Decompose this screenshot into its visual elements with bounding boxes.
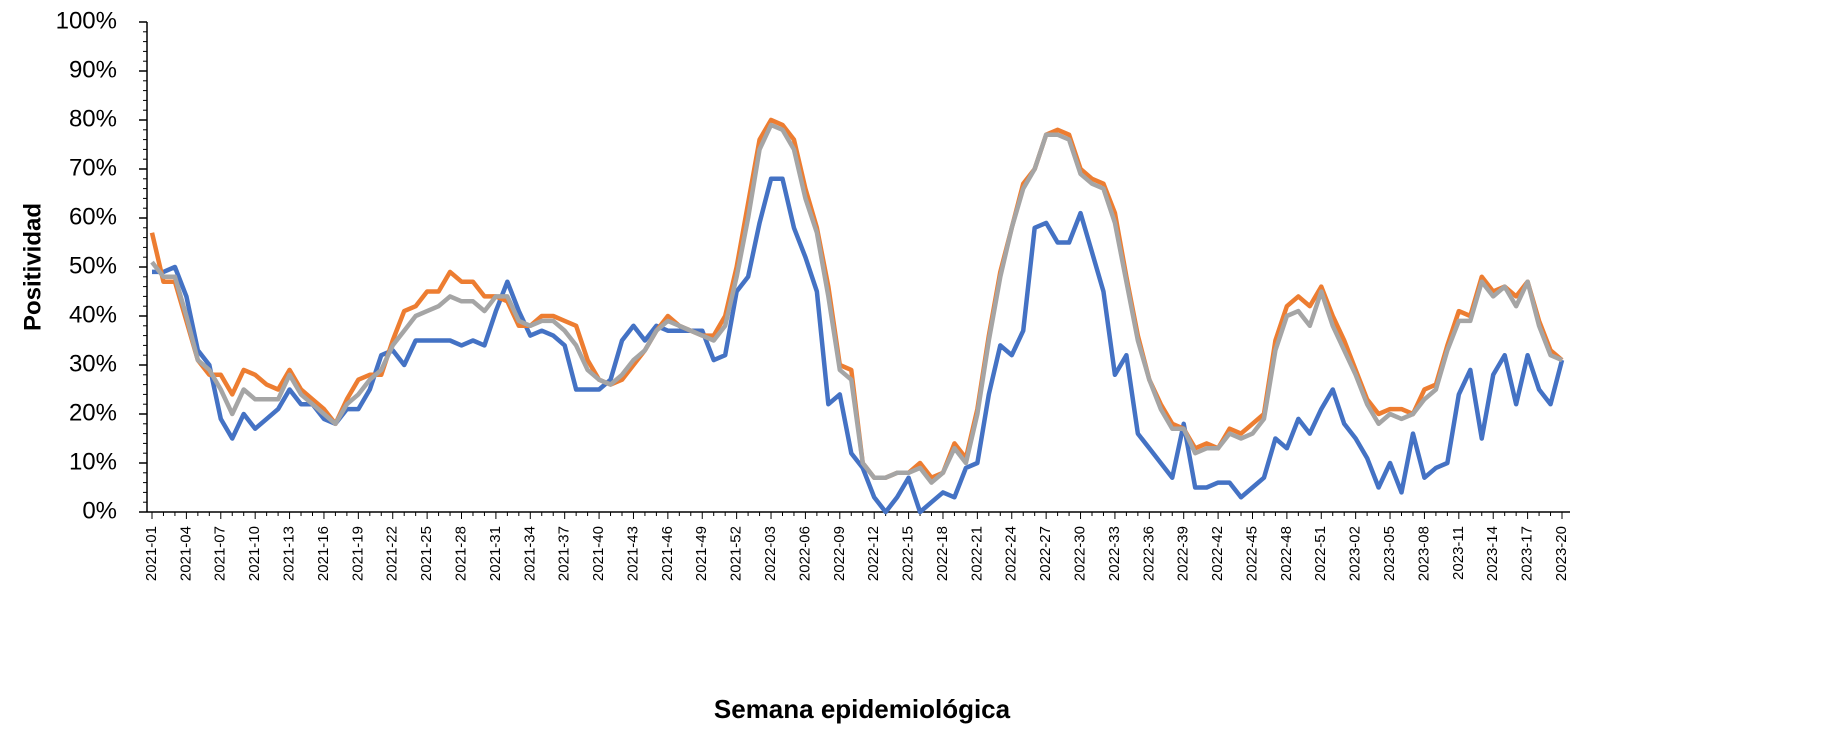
x-tick-label: 2022-30 (1072, 526, 1089, 581)
x-tick-label: 2021-49 (693, 526, 710, 581)
y-tick-label: 20% (69, 399, 117, 426)
x-tick-label: 2022-18 (934, 526, 951, 581)
x-tick-label: 2022-15 (900, 526, 917, 581)
x-tick-label: 2021-43 (624, 526, 641, 581)
x-tick-label: 2022-45 (1243, 526, 1260, 581)
y-tick-label: 80% (69, 105, 117, 132)
y-tick-label: 30% (69, 350, 117, 377)
x-tick-label: 2023-20 (1553, 526, 1570, 581)
x-tick-label: 2022-24 (1003, 526, 1020, 581)
y-tick-label: 100% (56, 7, 117, 34)
x-tick-label: 2022-33 (1106, 526, 1123, 581)
x-tick-label: 2023-11 (1450, 526, 1467, 580)
y-tick-label: 70% (69, 154, 117, 181)
y-tick-label: 90% (69, 56, 117, 83)
x-axis-title: Semana epidemiológica (714, 694, 1011, 724)
x-tick-label: 2021-07 (212, 526, 229, 581)
x-tick-label: 2022-21 (968, 526, 985, 581)
x-tick-label: 2023-14 (1484, 526, 1501, 581)
x-tick-label: 2023-17 (1519, 526, 1536, 581)
x-tick-label: 2021-25 (418, 526, 435, 581)
x-tick-label: 2022-06 (796, 526, 813, 581)
x-tick-label: 2021-01 (143, 526, 160, 581)
x-tick-label: 2021-28 (452, 526, 469, 581)
x-tick-label: 2021-37 (556, 526, 573, 581)
x-tick-label: 2022-48 (1278, 526, 1295, 581)
x-tick-label: 2022-03 (762, 526, 779, 581)
x-tick-label: 2021-16 (315, 526, 332, 581)
x-tick-label: 2023-08 (1415, 526, 1432, 581)
x-tick-label: 2022-42 (1209, 526, 1226, 581)
x-tick-label: 2022-27 (1037, 526, 1054, 581)
x-tick-label: 2021-34 (521, 526, 538, 581)
y-tick-label: 50% (69, 252, 117, 279)
x-tick-label: 2021-52 (728, 526, 745, 581)
x-tick-label: 2022-12 (865, 526, 882, 581)
x-tick-label: 2022-36 (1140, 526, 1157, 581)
x-tick-label: 2021-31 (487, 526, 504, 581)
x-tick-label: 2023-05 (1381, 526, 1398, 581)
x-tick-label: 2022-09 (831, 526, 848, 581)
series-line (150, 122, 1563, 485)
x-tick-label: 2022-51 (1312, 526, 1329, 581)
y-tick-label: 10% (69, 448, 117, 475)
y-tick-label: 40% (69, 301, 117, 328)
y-tick-label: 60% (69, 203, 117, 230)
x-tick-label: 2021-04 (177, 526, 194, 581)
x-tick-label: 2021-19 (349, 526, 366, 581)
x-tick-label: 2021-46 (659, 526, 676, 581)
series-line (152, 176, 1565, 515)
x-tick-label: 2021-10 (246, 526, 263, 581)
y-tick-label: 0% (82, 497, 117, 524)
x-tick-label: 2021-22 (384, 526, 401, 581)
x-tick-label: 2021-13 (281, 526, 298, 581)
x-tick-label: 2022-39 (1175, 526, 1192, 581)
x-tick-label: 2021-40 (590, 526, 607, 581)
y-axis-title: Positividad (19, 203, 46, 331)
x-tick-label: 2023-02 (1347, 526, 1364, 581)
